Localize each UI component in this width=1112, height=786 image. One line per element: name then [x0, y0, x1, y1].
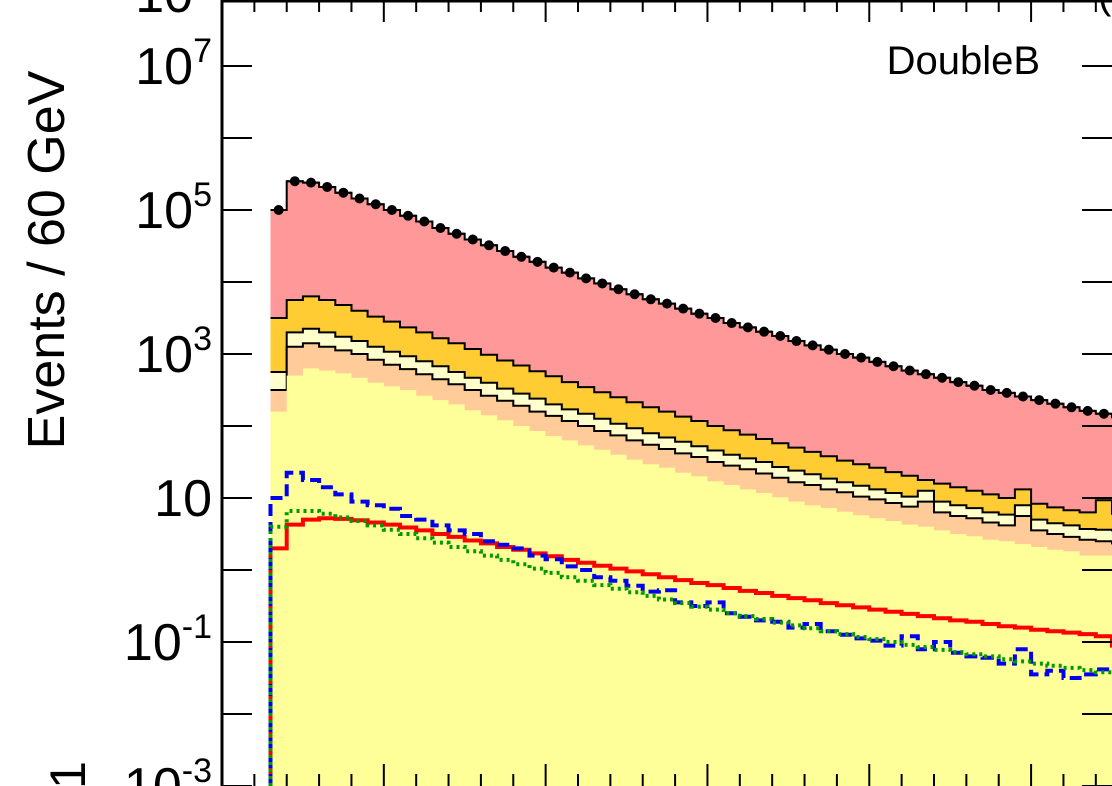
data-point — [581, 273, 592, 284]
data-point — [1050, 398, 1061, 409]
y-tick-label: 10 — [154, 470, 212, 528]
signal-lines — [268, 470, 1112, 786]
data-point — [969, 380, 980, 391]
y-tick-label: 105 — [135, 176, 212, 240]
data-point — [872, 356, 883, 367]
y-tick-label: 103 — [135, 320, 212, 384]
data-point — [386, 205, 397, 215]
data-points — [270, 176, 1112, 419]
data-point — [1018, 391, 1028, 402]
y-tick-labels: 108 107 105 103 10 10-1 10-3 — [124, 0, 212, 786]
stack-outline-peach — [270, 342, 1112, 545]
data-point — [1098, 408, 1109, 419]
data-point — [678, 303, 689, 314]
stack-outline-cream — [270, 327, 1112, 532]
data-point — [775, 331, 786, 341]
stack-area-yellow — [270, 368, 1112, 786]
data-point — [484, 240, 494, 251]
data-point — [338, 187, 349, 198]
data-point — [662, 298, 672, 309]
top-right-text-fragment: ( — [1098, 0, 1112, 17]
data-point — [823, 344, 834, 355]
y-tick-label: 10-3 — [124, 752, 212, 786]
data-point — [403, 210, 414, 221]
data-point — [742, 322, 753, 333]
data-point — [937, 372, 948, 383]
data-point — [548, 262, 559, 273]
data-point — [840, 349, 850, 359]
data-point — [726, 318, 737, 329]
data-point — [289, 176, 300, 187]
stacked-background-areas — [270, 180, 1112, 786]
data-point — [273, 205, 284, 215]
data-point — [791, 336, 802, 347]
category-label: DoubleB — [887, 39, 1040, 83]
data-point — [1034, 395, 1045, 406]
data-point — [807, 340, 818, 351]
data-point — [516, 251, 527, 262]
data-point — [1082, 405, 1093, 416]
stack-outline-orange — [270, 295, 1112, 515]
data-point — [322, 181, 333, 192]
y-axis-label: Events / 60 GeV — [18, 70, 76, 449]
data-point — [532, 256, 543, 267]
data-point — [451, 228, 462, 239]
data-point — [985, 385, 996, 395]
data-point — [904, 365, 915, 376]
data-point — [694, 308, 705, 319]
data-point — [370, 199, 381, 210]
plot-frame — [220, 0, 1112, 786]
data-point — [888, 361, 899, 372]
y-tick-label: 108 — [135, 0, 212, 24]
data-point — [1001, 387, 1012, 398]
data-point — [856, 352, 867, 363]
data-point — [419, 216, 430, 227]
data-point — [710, 313, 721, 323]
data-point — [354, 193, 365, 204]
data-point — [500, 246, 511, 257]
data-point — [759, 326, 770, 337]
data-point — [306, 177, 316, 188]
data-point — [645, 294, 656, 305]
data-point — [629, 289, 640, 300]
y-tick-label: 10-1 — [124, 608, 212, 672]
data-point — [435, 223, 446, 233]
data-point — [467, 234, 478, 245]
data-point — [613, 284, 624, 295]
signal-line-green-dotted — [268, 509, 1112, 786]
data-point — [564, 267, 575, 278]
data-point — [597, 278, 608, 289]
signal-line-red-solid — [268, 516, 1112, 786]
data-point — [1066, 402, 1077, 413]
axis-ticks — [221, 0, 1112, 786]
bottom-left-text-fragment: 1 — [40, 761, 96, 786]
data-point — [953, 377, 964, 388]
data-point — [920, 369, 931, 380]
y-tick-label: 107 — [135, 32, 212, 96]
